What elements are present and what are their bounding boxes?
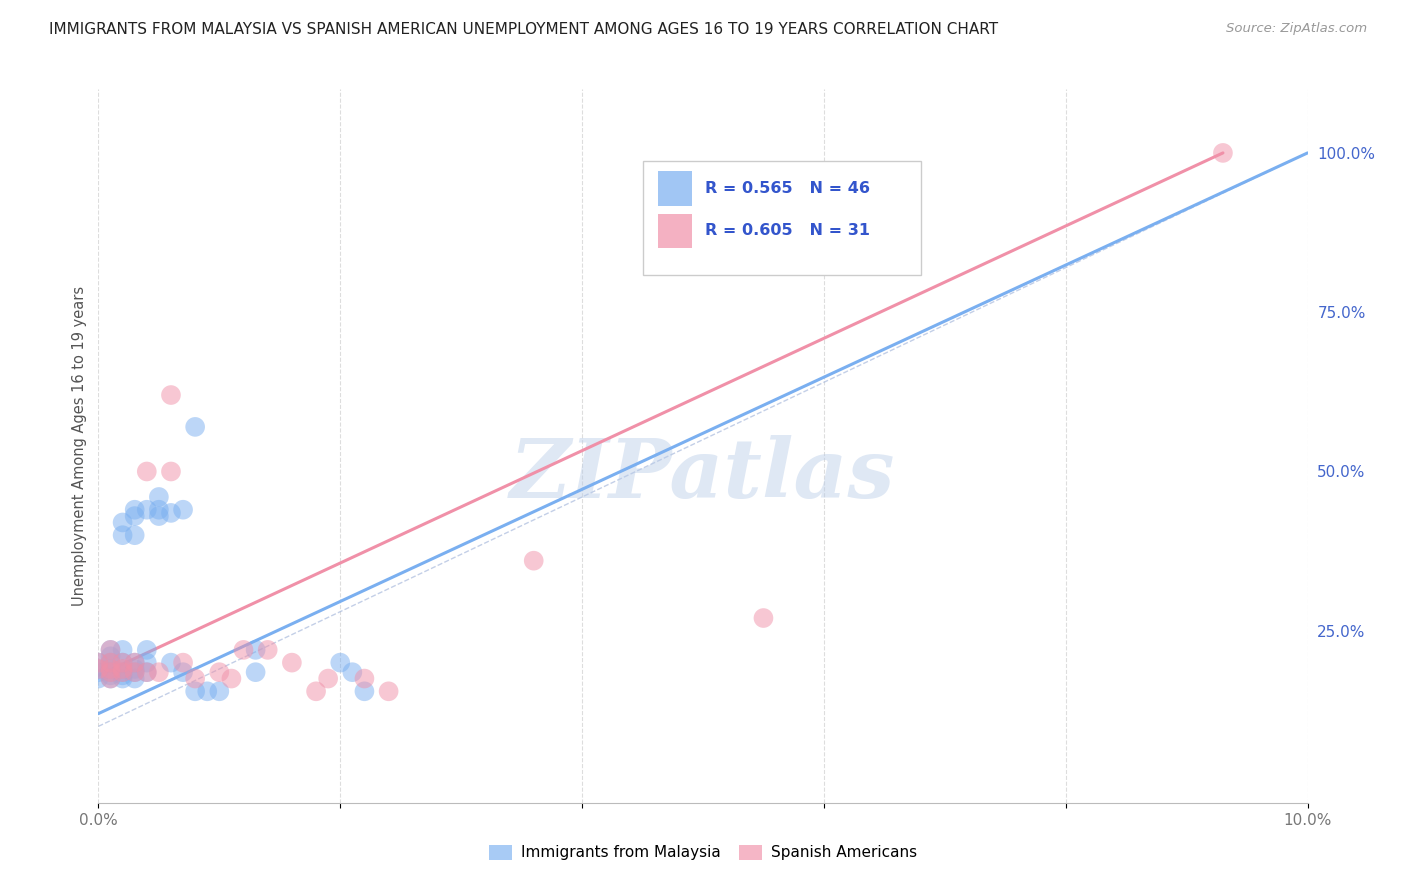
FancyBboxPatch shape bbox=[658, 171, 692, 205]
Point bbox=[124, 665, 146, 680]
Point bbox=[172, 502, 194, 516]
Point bbox=[124, 509, 146, 524]
Point bbox=[111, 668, 134, 682]
Point bbox=[124, 502, 146, 516]
Point bbox=[111, 662, 134, 676]
Point bbox=[100, 656, 122, 670]
Point bbox=[135, 502, 157, 516]
Point bbox=[184, 420, 207, 434]
Point bbox=[305, 684, 328, 698]
Point bbox=[245, 643, 267, 657]
Point bbox=[111, 672, 134, 686]
Point bbox=[148, 502, 170, 516]
Point bbox=[353, 672, 375, 686]
Point bbox=[135, 665, 157, 680]
Point bbox=[1212, 145, 1234, 160]
Point bbox=[124, 528, 146, 542]
Point bbox=[111, 665, 134, 680]
Point bbox=[124, 665, 146, 680]
Point bbox=[87, 672, 110, 686]
Point bbox=[329, 656, 352, 670]
Point bbox=[221, 672, 243, 686]
Point bbox=[135, 465, 157, 479]
Point bbox=[353, 684, 375, 698]
Point bbox=[160, 656, 183, 670]
Point bbox=[100, 672, 122, 686]
Point bbox=[135, 656, 157, 670]
Point bbox=[100, 668, 122, 682]
Legend: Immigrants from Malaysia, Spanish Americans: Immigrants from Malaysia, Spanish Americ… bbox=[482, 838, 924, 866]
Point bbox=[111, 656, 134, 670]
Point bbox=[87, 662, 110, 676]
Point bbox=[124, 656, 146, 670]
Point bbox=[208, 684, 231, 698]
Text: ZIPatlas: ZIPatlas bbox=[510, 434, 896, 515]
Point bbox=[232, 643, 254, 657]
Point bbox=[111, 643, 134, 657]
Point bbox=[87, 656, 110, 670]
FancyBboxPatch shape bbox=[658, 214, 692, 248]
Point bbox=[148, 509, 170, 524]
Text: R = 0.565   N = 46: R = 0.565 N = 46 bbox=[706, 181, 870, 196]
Point bbox=[87, 656, 110, 670]
Point bbox=[135, 665, 157, 680]
Point bbox=[111, 528, 134, 542]
Point bbox=[100, 656, 122, 670]
Point bbox=[124, 672, 146, 686]
Point bbox=[160, 506, 183, 520]
Point bbox=[100, 665, 122, 680]
Text: Source: ZipAtlas.com: Source: ZipAtlas.com bbox=[1226, 22, 1367, 36]
Point bbox=[100, 665, 122, 680]
Point bbox=[377, 684, 399, 698]
Point bbox=[124, 662, 146, 676]
Point bbox=[160, 465, 183, 479]
Point bbox=[100, 662, 122, 676]
Y-axis label: Unemployment Among Ages 16 to 19 years: Unemployment Among Ages 16 to 19 years bbox=[72, 286, 87, 606]
Point bbox=[111, 656, 134, 670]
Point bbox=[523, 554, 546, 568]
Point bbox=[316, 672, 339, 686]
FancyBboxPatch shape bbox=[643, 161, 921, 275]
Point bbox=[160, 388, 183, 402]
Point bbox=[752, 611, 775, 625]
Text: R = 0.605   N = 31: R = 0.605 N = 31 bbox=[706, 223, 870, 238]
Point bbox=[148, 490, 170, 504]
Point bbox=[281, 656, 304, 670]
Point bbox=[195, 684, 218, 698]
Point bbox=[87, 665, 110, 680]
Point bbox=[172, 665, 194, 680]
Point bbox=[87, 662, 110, 676]
Point bbox=[100, 643, 122, 657]
Point bbox=[100, 672, 122, 686]
Point bbox=[256, 643, 278, 657]
Point bbox=[111, 516, 134, 530]
Point bbox=[184, 684, 207, 698]
Point bbox=[148, 665, 170, 680]
Point bbox=[135, 643, 157, 657]
Point bbox=[342, 665, 364, 680]
Point bbox=[111, 662, 134, 676]
Point bbox=[184, 672, 207, 686]
Point bbox=[100, 649, 122, 664]
Point bbox=[208, 665, 231, 680]
Point bbox=[245, 665, 267, 680]
Text: IMMIGRANTS FROM MALAYSIA VS SPANISH AMERICAN UNEMPLOYMENT AMONG AGES 16 TO 19 YE: IMMIGRANTS FROM MALAYSIA VS SPANISH AMER… bbox=[49, 22, 998, 37]
Point bbox=[100, 643, 122, 657]
Point bbox=[111, 665, 134, 680]
Point bbox=[100, 662, 122, 676]
Point bbox=[124, 656, 146, 670]
Point bbox=[172, 656, 194, 670]
